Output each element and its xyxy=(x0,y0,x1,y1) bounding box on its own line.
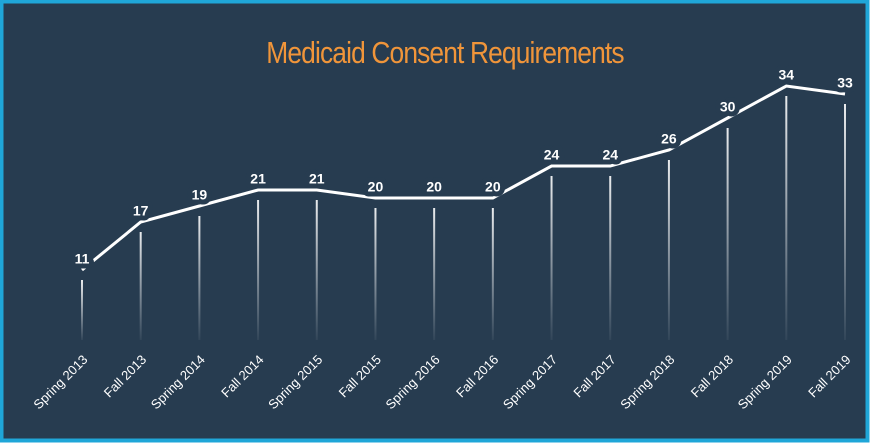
value-label: 17 xyxy=(133,203,149,219)
lines xyxy=(81,84,846,272)
value-label: 21 xyxy=(250,171,266,187)
drop-line xyxy=(550,176,553,340)
drop-line xyxy=(491,208,494,340)
drop-line xyxy=(374,208,377,340)
value-label: 26 xyxy=(661,131,677,147)
drop-line xyxy=(315,200,318,340)
value-label: 20 xyxy=(368,179,384,195)
chart-title: Medicaid Consent Requirements xyxy=(266,36,624,70)
drop-line xyxy=(81,280,83,340)
drop-line xyxy=(139,232,142,340)
drop-line xyxy=(785,96,788,340)
drop-line xyxy=(844,104,846,340)
drop-line xyxy=(257,200,260,340)
value-label: 34 xyxy=(779,67,795,83)
value-label: 20 xyxy=(426,179,442,195)
value-label: 24 xyxy=(544,147,560,163)
value-label: 19 xyxy=(192,187,208,203)
value-label: 33 xyxy=(837,75,853,91)
drop-line xyxy=(433,208,436,340)
value-label: 30 xyxy=(720,99,736,115)
value-label: 11 xyxy=(75,251,90,267)
value-label: 24 xyxy=(602,147,618,163)
line xyxy=(81,84,846,272)
value-label: 20 xyxy=(485,179,501,195)
drop-lines xyxy=(81,96,846,340)
drop-line xyxy=(609,176,612,340)
value-label: 21 xyxy=(309,171,325,187)
drop-line xyxy=(726,128,729,340)
drop-line xyxy=(667,160,670,340)
drop-line xyxy=(198,216,201,340)
